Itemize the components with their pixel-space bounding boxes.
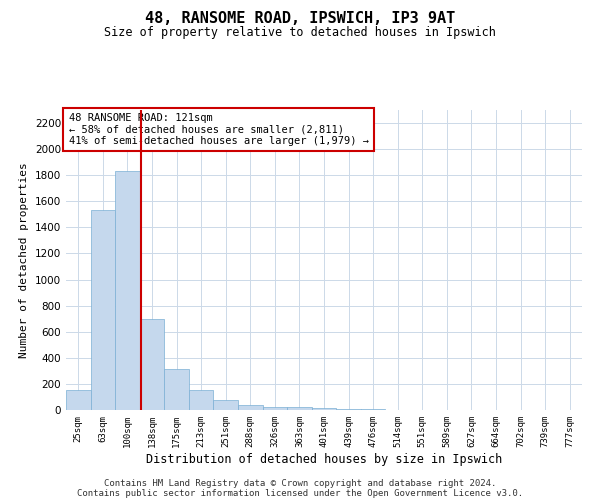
Text: Size of property relative to detached houses in Ipswich: Size of property relative to detached ho…: [104, 26, 496, 39]
Text: Contains public sector information licensed under the Open Government Licence v3: Contains public sector information licen…: [77, 488, 523, 498]
Bar: [361, 409, 385, 410]
Bar: [238, 404, 263, 410]
Bar: [91, 210, 115, 410]
Bar: [164, 369, 189, 410]
Text: 48, RANSOME ROAD, IPSWICH, IP3 9AT: 48, RANSOME ROAD, IPSWICH, IP3 9AT: [145, 11, 455, 26]
Bar: [140, 318, 164, 410]
Bar: [263, 406, 287, 410]
Bar: [336, 409, 361, 410]
Bar: [66, 390, 91, 410]
Text: Contains HM Land Registry data © Crown copyright and database right 2024.: Contains HM Land Registry data © Crown c…: [104, 478, 496, 488]
Bar: [115, 172, 140, 410]
Text: 48 RANSOME ROAD: 121sqm
← 58% of detached houses are smaller (2,811)
41% of semi: 48 RANSOME ROAD: 121sqm ← 58% of detache…: [68, 113, 368, 146]
Bar: [287, 408, 312, 410]
Y-axis label: Number of detached properties: Number of detached properties: [19, 162, 29, 358]
Bar: [312, 408, 336, 410]
Bar: [214, 400, 238, 410]
X-axis label: Distribution of detached houses by size in Ipswich: Distribution of detached houses by size …: [146, 452, 502, 466]
Bar: [189, 390, 214, 410]
